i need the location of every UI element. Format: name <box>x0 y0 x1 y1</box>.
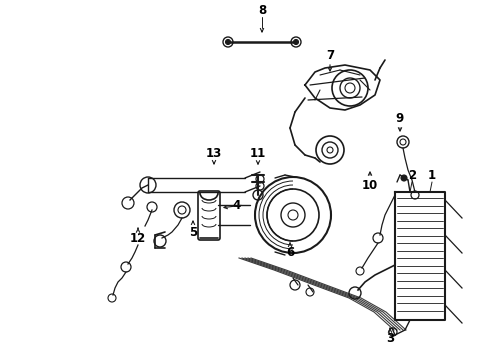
Text: 11: 11 <box>250 147 266 159</box>
Text: 12: 12 <box>130 231 146 244</box>
Text: 6: 6 <box>286 247 294 260</box>
Text: 4: 4 <box>233 198 241 212</box>
Text: 5: 5 <box>189 225 197 239</box>
Text: 13: 13 <box>206 147 222 159</box>
Text: 8: 8 <box>258 4 266 17</box>
Text: 7: 7 <box>326 49 334 62</box>
Text: 10: 10 <box>362 179 378 192</box>
Circle shape <box>225 40 230 45</box>
Text: 2: 2 <box>408 168 416 181</box>
Text: 3: 3 <box>386 332 394 345</box>
Text: 1: 1 <box>428 168 436 181</box>
FancyBboxPatch shape <box>198 191 220 240</box>
Text: 9: 9 <box>396 112 404 125</box>
Circle shape <box>294 40 298 45</box>
Circle shape <box>401 175 407 181</box>
